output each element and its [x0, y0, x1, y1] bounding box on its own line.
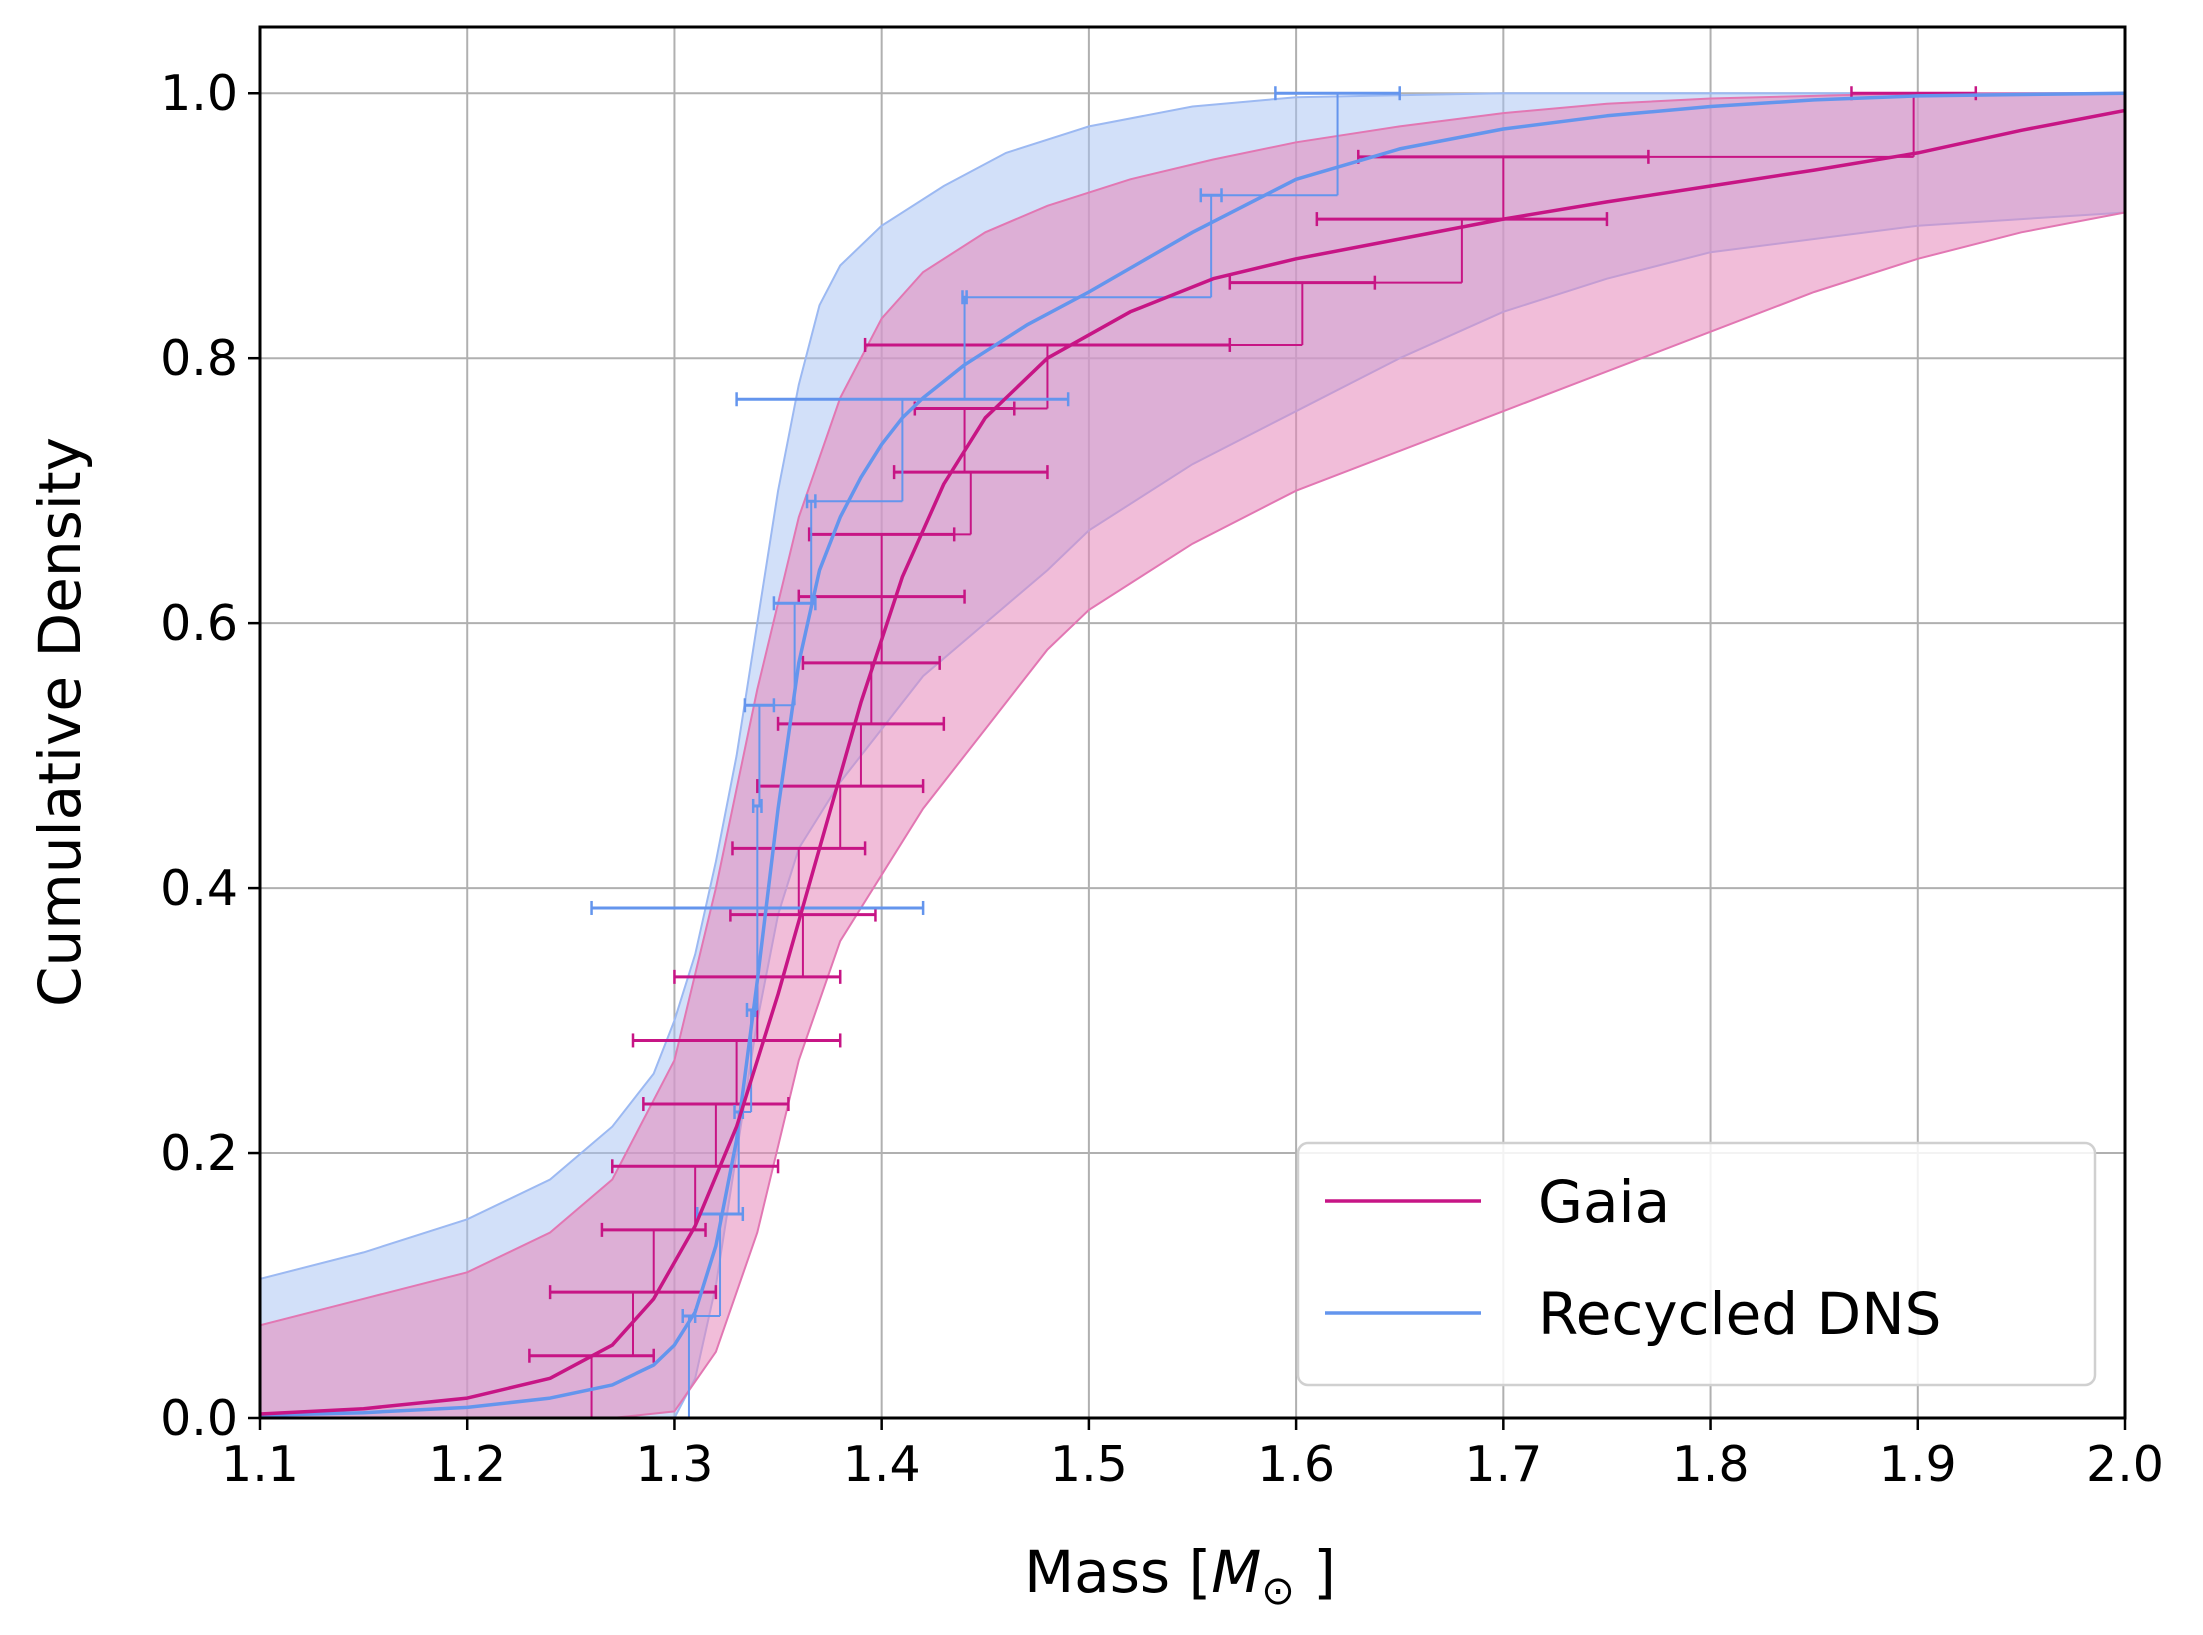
y-tick-label: 1.0	[160, 65, 238, 122]
curve-gaia	[260, 108, 2125, 1416]
x-axis-ticks: 1.1 1.2 1.3 1.4 1.5 1.6 1.7 1.8 1.9 2.0	[221, 1418, 2164, 1493]
x-tick-label: 1.3	[635, 1436, 713, 1493]
x-tick-label: 1.4	[843, 1436, 921, 1493]
legend-label-recycled-dns: Recycled DNS	[1538, 1280, 1941, 1348]
x-axis-label: Mass [M⊙ ]	[1024, 1538, 1336, 1614]
credible-bands	[260, 92, 2125, 1418]
band-gaia	[260, 92, 2125, 1418]
x-tick-label: 1.1	[221, 1436, 299, 1493]
y-axis-label: Cumulative Density	[26, 437, 94, 1007]
y-tick-label: 0.0	[160, 1390, 238, 1447]
legend-box	[1296, 1141, 2097, 1387]
axes-frame	[258, 25, 2127, 1420]
y-tick-label: 0.2	[160, 1125, 238, 1182]
legend: Gaia Recycled DNS	[1296, 1141, 2097, 1387]
plot-area	[260, 86, 2125, 1418]
median-curves	[260, 91, 2125, 1418]
curve-recycled-dns	[260, 91, 2125, 1418]
x-tick-label: 1.8	[1672, 1436, 1750, 1493]
x-tick-label: 1.2	[428, 1436, 506, 1493]
x-tick-label: 1.5	[1050, 1436, 1128, 1493]
y-tick-label: 0.6	[160, 595, 238, 652]
y-tick-label: 0.8	[160, 330, 238, 387]
legend-label-gaia: Gaia	[1538, 1168, 1670, 1236]
x-tick-label: 1.7	[1464, 1436, 1542, 1493]
y-tick-label: 0.4	[160, 860, 238, 917]
x-tick-label: 2.0	[2086, 1436, 2164, 1493]
y-axis-ticks: 0.0 0.2 0.4 0.6 0.8 1.0	[160, 65, 260, 1447]
x-tick-label: 1.6	[1257, 1436, 1335, 1493]
x-tick-label: 1.9	[1879, 1436, 1957, 1493]
